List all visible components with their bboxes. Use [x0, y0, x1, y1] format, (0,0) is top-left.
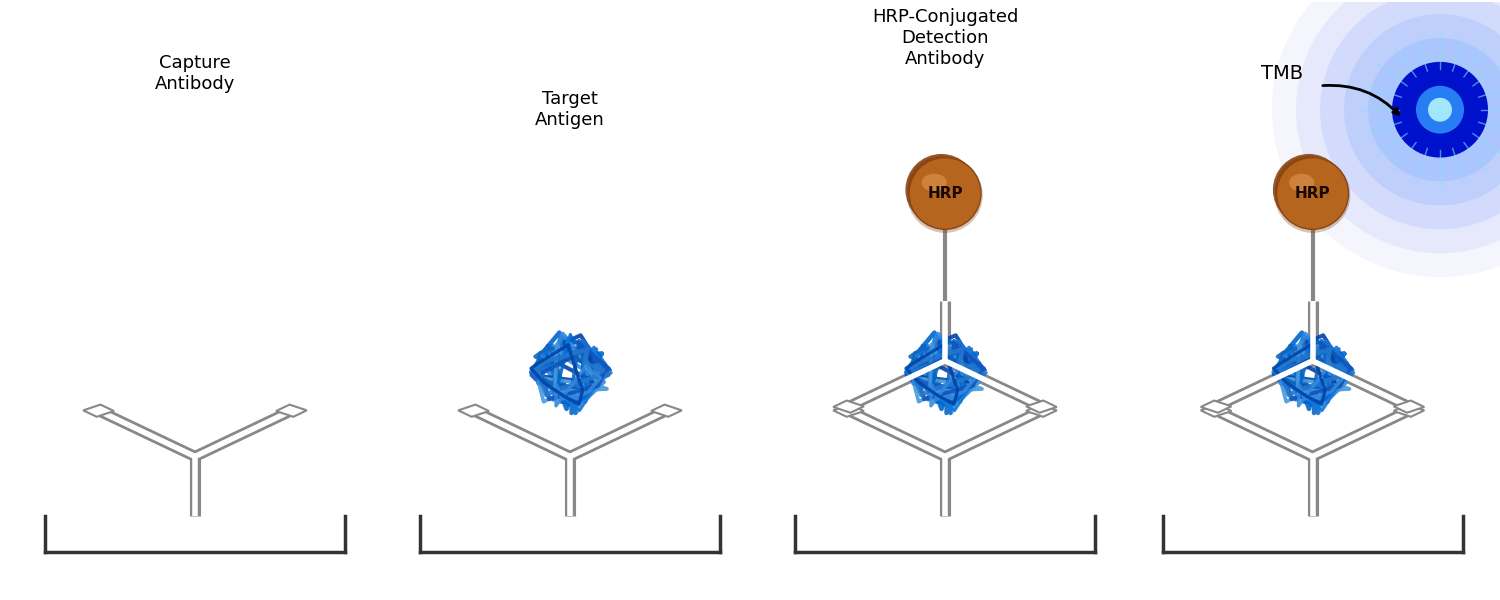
Ellipse shape: [927, 176, 960, 208]
Polygon shape: [833, 401, 864, 413]
Ellipse shape: [1274, 154, 1346, 226]
Ellipse shape: [921, 173, 946, 191]
Polygon shape: [1200, 404, 1231, 417]
Polygon shape: [1026, 401, 1057, 413]
Polygon shape: [458, 404, 489, 417]
Ellipse shape: [1275, 158, 1350, 233]
Ellipse shape: [1296, 0, 1500, 253]
Ellipse shape: [939, 187, 950, 198]
Ellipse shape: [1302, 184, 1320, 202]
Ellipse shape: [1281, 162, 1338, 219]
Polygon shape: [651, 404, 682, 417]
Ellipse shape: [1308, 190, 1316, 197]
Ellipse shape: [934, 184, 952, 202]
Ellipse shape: [1299, 179, 1324, 205]
Ellipse shape: [1296, 178, 1326, 206]
Polygon shape: [833, 404, 864, 417]
Text: HRP: HRP: [927, 186, 963, 201]
Text: HRP-Conjugated
Detection
Antibody: HRP-Conjugated Detection Antibody: [871, 8, 1018, 68]
Ellipse shape: [1368, 38, 1500, 181]
Ellipse shape: [1300, 182, 1322, 203]
Polygon shape: [1200, 401, 1231, 413]
Ellipse shape: [909, 158, 981, 229]
Ellipse shape: [922, 172, 963, 211]
Polygon shape: [1394, 404, 1425, 417]
Ellipse shape: [1290, 172, 1330, 211]
Ellipse shape: [1392, 62, 1488, 158]
Ellipse shape: [1294, 176, 1328, 208]
Ellipse shape: [908, 156, 976, 224]
Ellipse shape: [944, 191, 946, 195]
Ellipse shape: [1293, 173, 1329, 209]
Polygon shape: [1026, 404, 1057, 417]
Ellipse shape: [908, 158, 983, 233]
Ellipse shape: [915, 164, 969, 218]
Ellipse shape: [1275, 156, 1344, 224]
Polygon shape: [276, 404, 308, 417]
Ellipse shape: [940, 190, 948, 197]
Ellipse shape: [1280, 160, 1340, 221]
Ellipse shape: [1282, 164, 1336, 218]
Ellipse shape: [1287, 168, 1334, 214]
Polygon shape: [1394, 401, 1425, 413]
Polygon shape: [82, 404, 114, 417]
Ellipse shape: [921, 170, 964, 213]
Ellipse shape: [1416, 86, 1464, 134]
Ellipse shape: [933, 182, 954, 203]
Ellipse shape: [1288, 173, 1314, 191]
Ellipse shape: [1320, 0, 1500, 229]
Ellipse shape: [918, 166, 968, 216]
Ellipse shape: [1311, 191, 1314, 195]
Text: Target
Antigen: Target Antigen: [536, 91, 604, 129]
Ellipse shape: [1276, 158, 1348, 229]
Ellipse shape: [938, 185, 951, 200]
Ellipse shape: [1392, 62, 1488, 158]
Ellipse shape: [1288, 170, 1332, 213]
Ellipse shape: [932, 179, 957, 205]
Ellipse shape: [1416, 86, 1464, 134]
Ellipse shape: [906, 154, 978, 226]
Ellipse shape: [1344, 14, 1500, 205]
Text: Capture
Antibody: Capture Antibody: [154, 55, 236, 93]
Ellipse shape: [928, 178, 958, 206]
Ellipse shape: [926, 173, 962, 209]
Ellipse shape: [1428, 98, 1452, 122]
Text: TMB: TMB: [1262, 64, 1304, 83]
Text: HRP: HRP: [1294, 186, 1330, 201]
Ellipse shape: [1286, 166, 1335, 216]
Ellipse shape: [909, 158, 974, 223]
Ellipse shape: [1276, 158, 1341, 223]
Ellipse shape: [912, 160, 972, 221]
Ellipse shape: [914, 162, 970, 219]
Ellipse shape: [1306, 187, 1317, 198]
Ellipse shape: [920, 168, 966, 214]
Ellipse shape: [1305, 185, 1318, 200]
